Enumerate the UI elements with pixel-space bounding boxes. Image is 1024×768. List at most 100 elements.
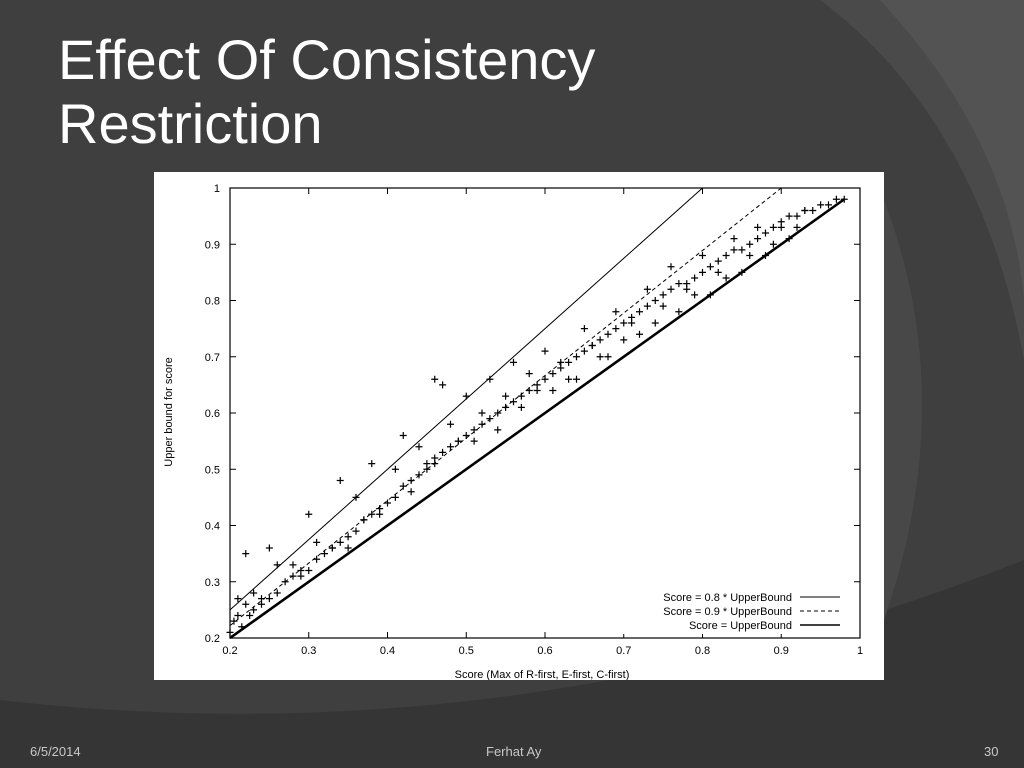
x-tick-label: 0.3 [301,645,316,657]
data-point [230,617,238,625]
data-point [714,268,722,276]
data-point [651,297,659,304]
data-point [368,460,376,468]
data-point [517,403,525,411]
data-point [604,330,612,338]
data-point [580,347,588,355]
legend-label: Score = UpperBound [689,620,792,632]
data-point [494,409,502,417]
data-point [541,375,549,383]
data-point [494,426,502,434]
data-point [793,223,801,231]
data-point [612,325,620,333]
data-point [722,274,730,282]
data-point [675,308,683,316]
data-point [588,342,596,349]
data-point [730,235,738,243]
x-tick-label: 1 [857,645,863,657]
x-axis-label: Score (Max of R-first, E-first, C-first) [455,669,630,680]
data-point [246,612,254,619]
data-point [557,358,565,366]
data-point [439,381,447,389]
data-point [832,195,840,203]
data-point [573,353,580,361]
data-point [754,235,762,243]
data-point [336,538,344,546]
axes: 0.2 0.3 0.4 0.5 0.6 0.7 0.8 0.9 1 0.2 0.3 0.4 0.5 0.6… [205,183,863,657]
data-point [769,223,777,231]
data-point [628,319,636,327]
data-point [415,443,423,451]
data-point [234,595,242,603]
data-point [258,595,265,603]
x-tick-label: 0.5 [459,645,474,657]
x-tick-label: 0.2 [222,645,237,657]
data-point [691,274,699,282]
data-point [407,477,415,484]
x-tick-label: 0.6 [537,645,552,657]
legend-background [616,586,856,634]
data-point [612,308,620,316]
data-point [447,443,454,451]
data-point [407,488,415,496]
data-point [305,567,313,574]
data-point [762,229,769,237]
data-point [754,223,762,231]
data-points [226,195,848,636]
data-point [549,387,557,394]
data-point [643,302,651,310]
scatter-chart: 0.2 0.3 0.4 0.5 0.6 0.7 0.8 0.9 1 0.2 0.3 0.4 0.5 0.6… [163,183,863,680]
slide-title: Effect Of Consistency Restriction [58,28,595,156]
x-tick-label: 0.4 [380,645,395,657]
data-point [769,240,777,248]
data-point [470,437,478,445]
data-point [573,375,580,383]
data-point [510,358,517,366]
data-point [541,347,549,355]
data-point [454,437,462,445]
data-point [328,544,336,552]
y-tick-label: 0.6 [205,408,220,420]
data-point [447,420,454,428]
y-tick-label: 0.3 [205,577,220,589]
data-point [250,589,258,597]
data-point [273,589,281,597]
data-point [651,319,659,327]
data-point [683,285,691,293]
data-point [722,252,730,259]
y-tick-label: 0.8 [205,296,220,308]
data-point [840,195,848,203]
slide-title-line-1: Effect Of Consistency [58,28,596,91]
data-point [486,415,494,423]
data-point [675,280,683,288]
footer-date: 6/5/2014 [30,744,81,759]
y-axis-label: Upper bound for score [163,357,175,466]
data-point [289,561,297,569]
legend-label: Score = 0.9 * UpperBound [663,606,792,618]
data-point [659,291,667,299]
data-point [714,257,722,265]
data-point [620,319,628,327]
data-point [415,471,423,479]
data-point [620,336,628,344]
legend-label: Score = 0.8 * UpperBound [663,592,792,604]
data-point [706,291,714,299]
data-point [313,538,321,546]
data-point [636,308,643,316]
data-point [596,336,604,344]
data-point [525,370,533,378]
y-tick-label: 0.7 [205,352,220,364]
data-point [462,392,470,400]
data-point [643,285,651,293]
data-point [250,606,258,614]
y-tick-label: 0.5 [205,464,220,476]
data-point [699,252,706,259]
data-point [486,375,494,383]
data-point [226,628,234,636]
data-point [525,387,533,394]
data-point [691,291,699,299]
series-line-2 [229,198,846,640]
y-tick-label: 0.2 [205,633,220,645]
y-tick-label: 0.9 [205,239,220,251]
data-point [384,499,391,507]
